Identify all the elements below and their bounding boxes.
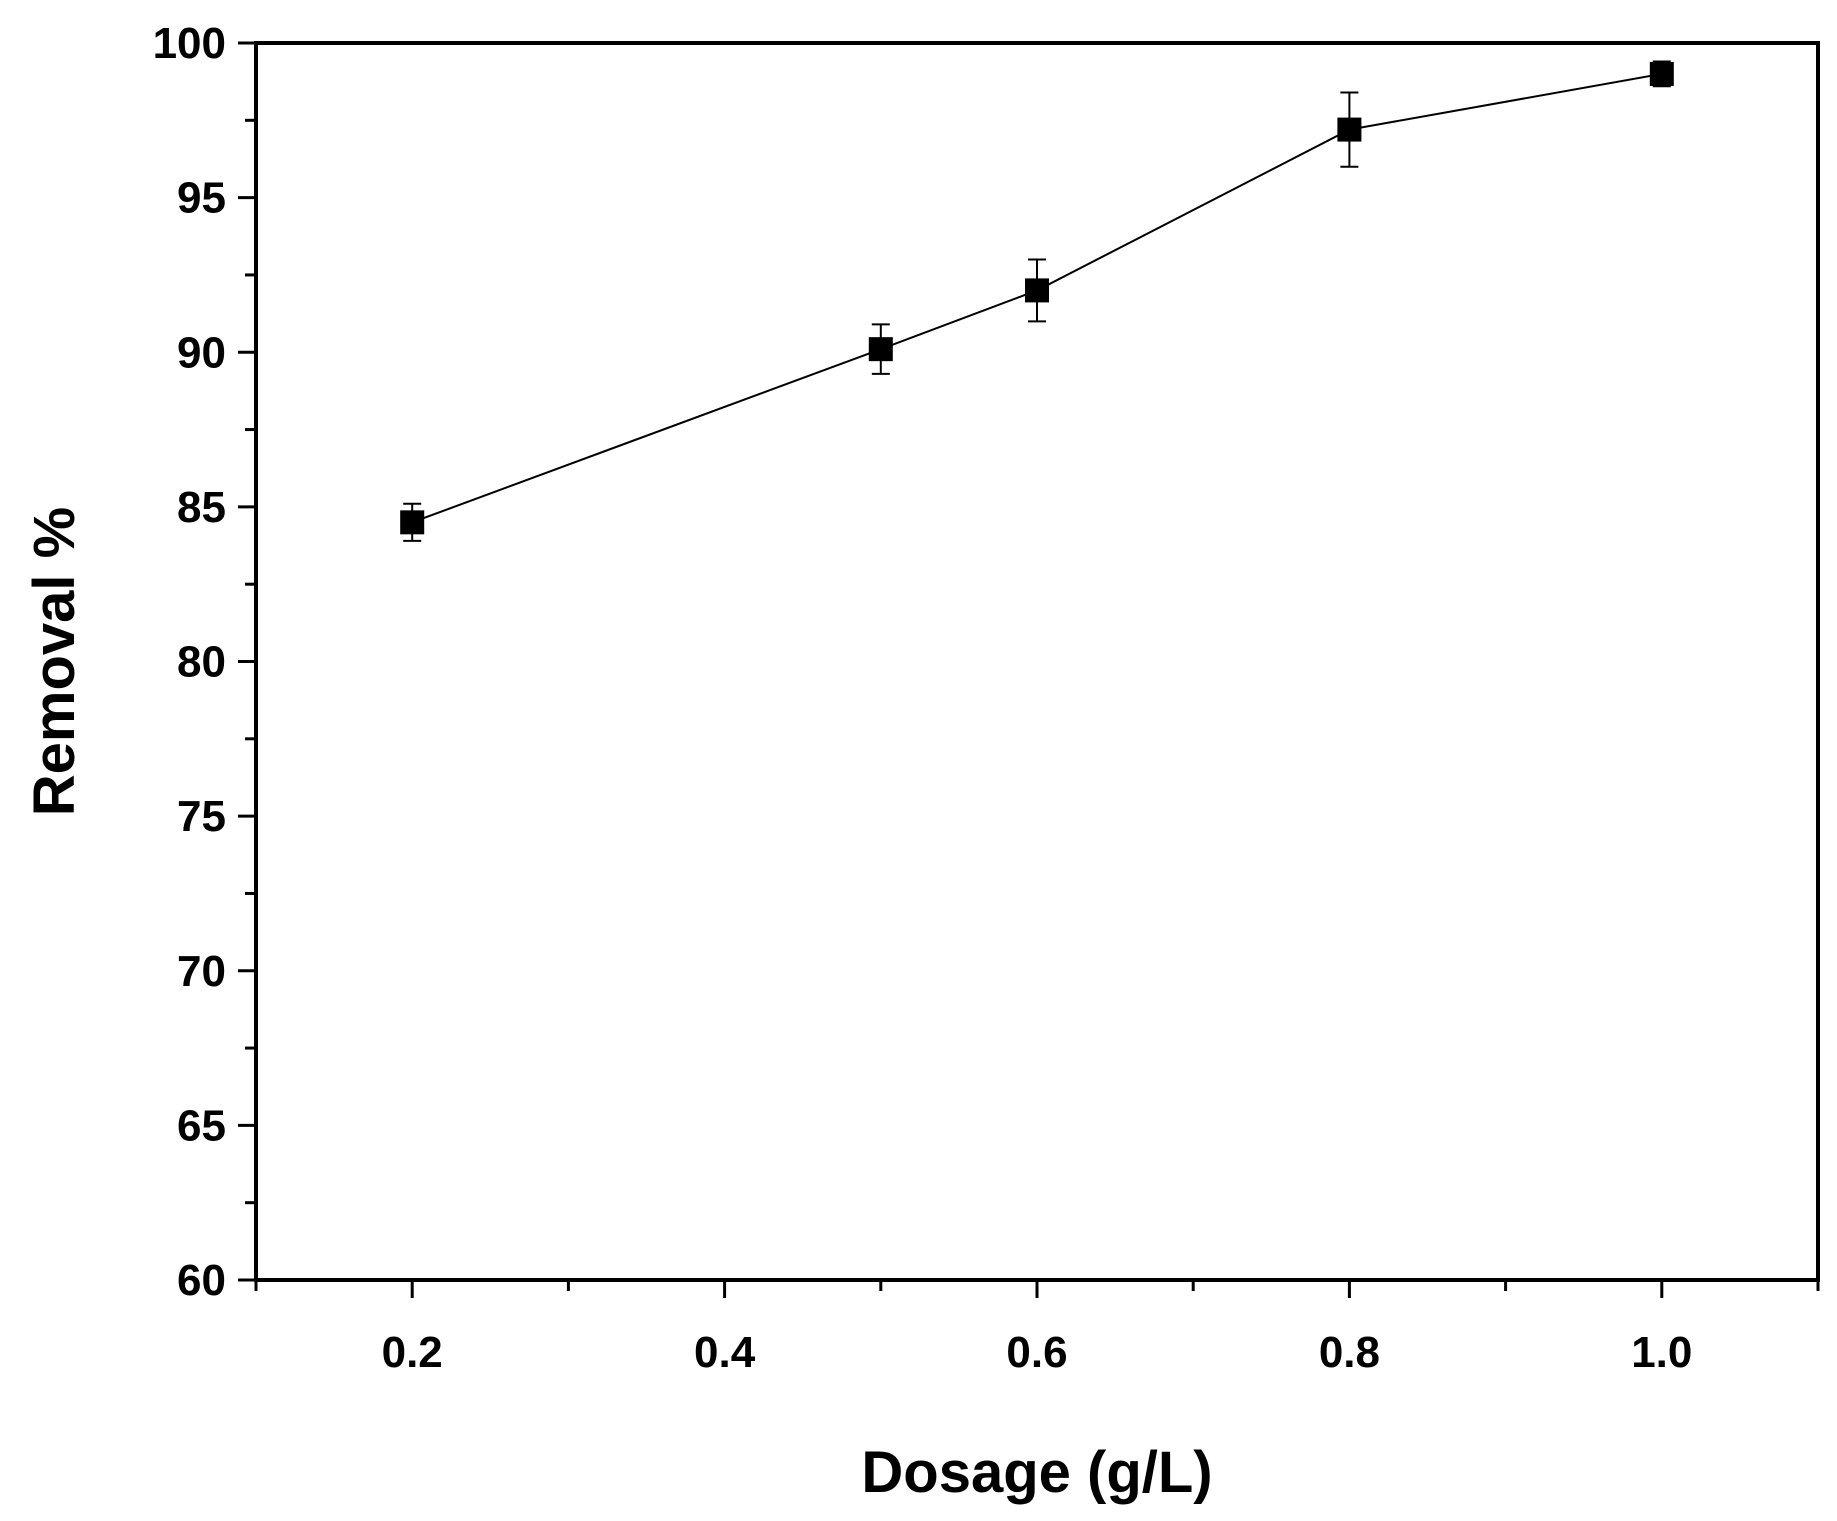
y-tick-label: 85 xyxy=(177,483,226,532)
x-tick-label: 1.0 xyxy=(1631,1328,1692,1377)
y-tick-label: 80 xyxy=(177,638,226,687)
x-tick-label: 0.6 xyxy=(1006,1328,1067,1377)
plot-frame xyxy=(254,41,1820,1282)
data-point-marker xyxy=(868,337,893,362)
axis-ticks: 0.2 0.4 0.6 0.8 1.0 60 65 70 75 80 85 90 95 100 xyxy=(153,19,1820,1377)
y-axis-title: Removal % xyxy=(22,507,87,816)
x-axis-title: Dosage (g/L) xyxy=(861,1440,1212,1505)
y-tick-label: 65 xyxy=(177,1101,226,1150)
y-tick-label: 70 xyxy=(177,947,226,996)
data-point-marker xyxy=(1337,117,1362,142)
y-tick-label: 100 xyxy=(153,19,226,68)
y-tick-label: 95 xyxy=(177,174,226,223)
x-tick-label: 0.8 xyxy=(1319,1328,1380,1377)
y-tick-label: 60 xyxy=(177,1256,226,1305)
series-layer xyxy=(400,60,1674,542)
data-point-marker xyxy=(400,510,425,535)
data-point-marker xyxy=(1649,61,1674,86)
x-tick-label: 0.2 xyxy=(382,1328,443,1377)
y-tick-label: 90 xyxy=(177,328,226,377)
data-point-marker xyxy=(1025,278,1049,303)
y-tick-label: 75 xyxy=(177,792,226,841)
x-tick-label: 0.4 xyxy=(694,1328,756,1377)
